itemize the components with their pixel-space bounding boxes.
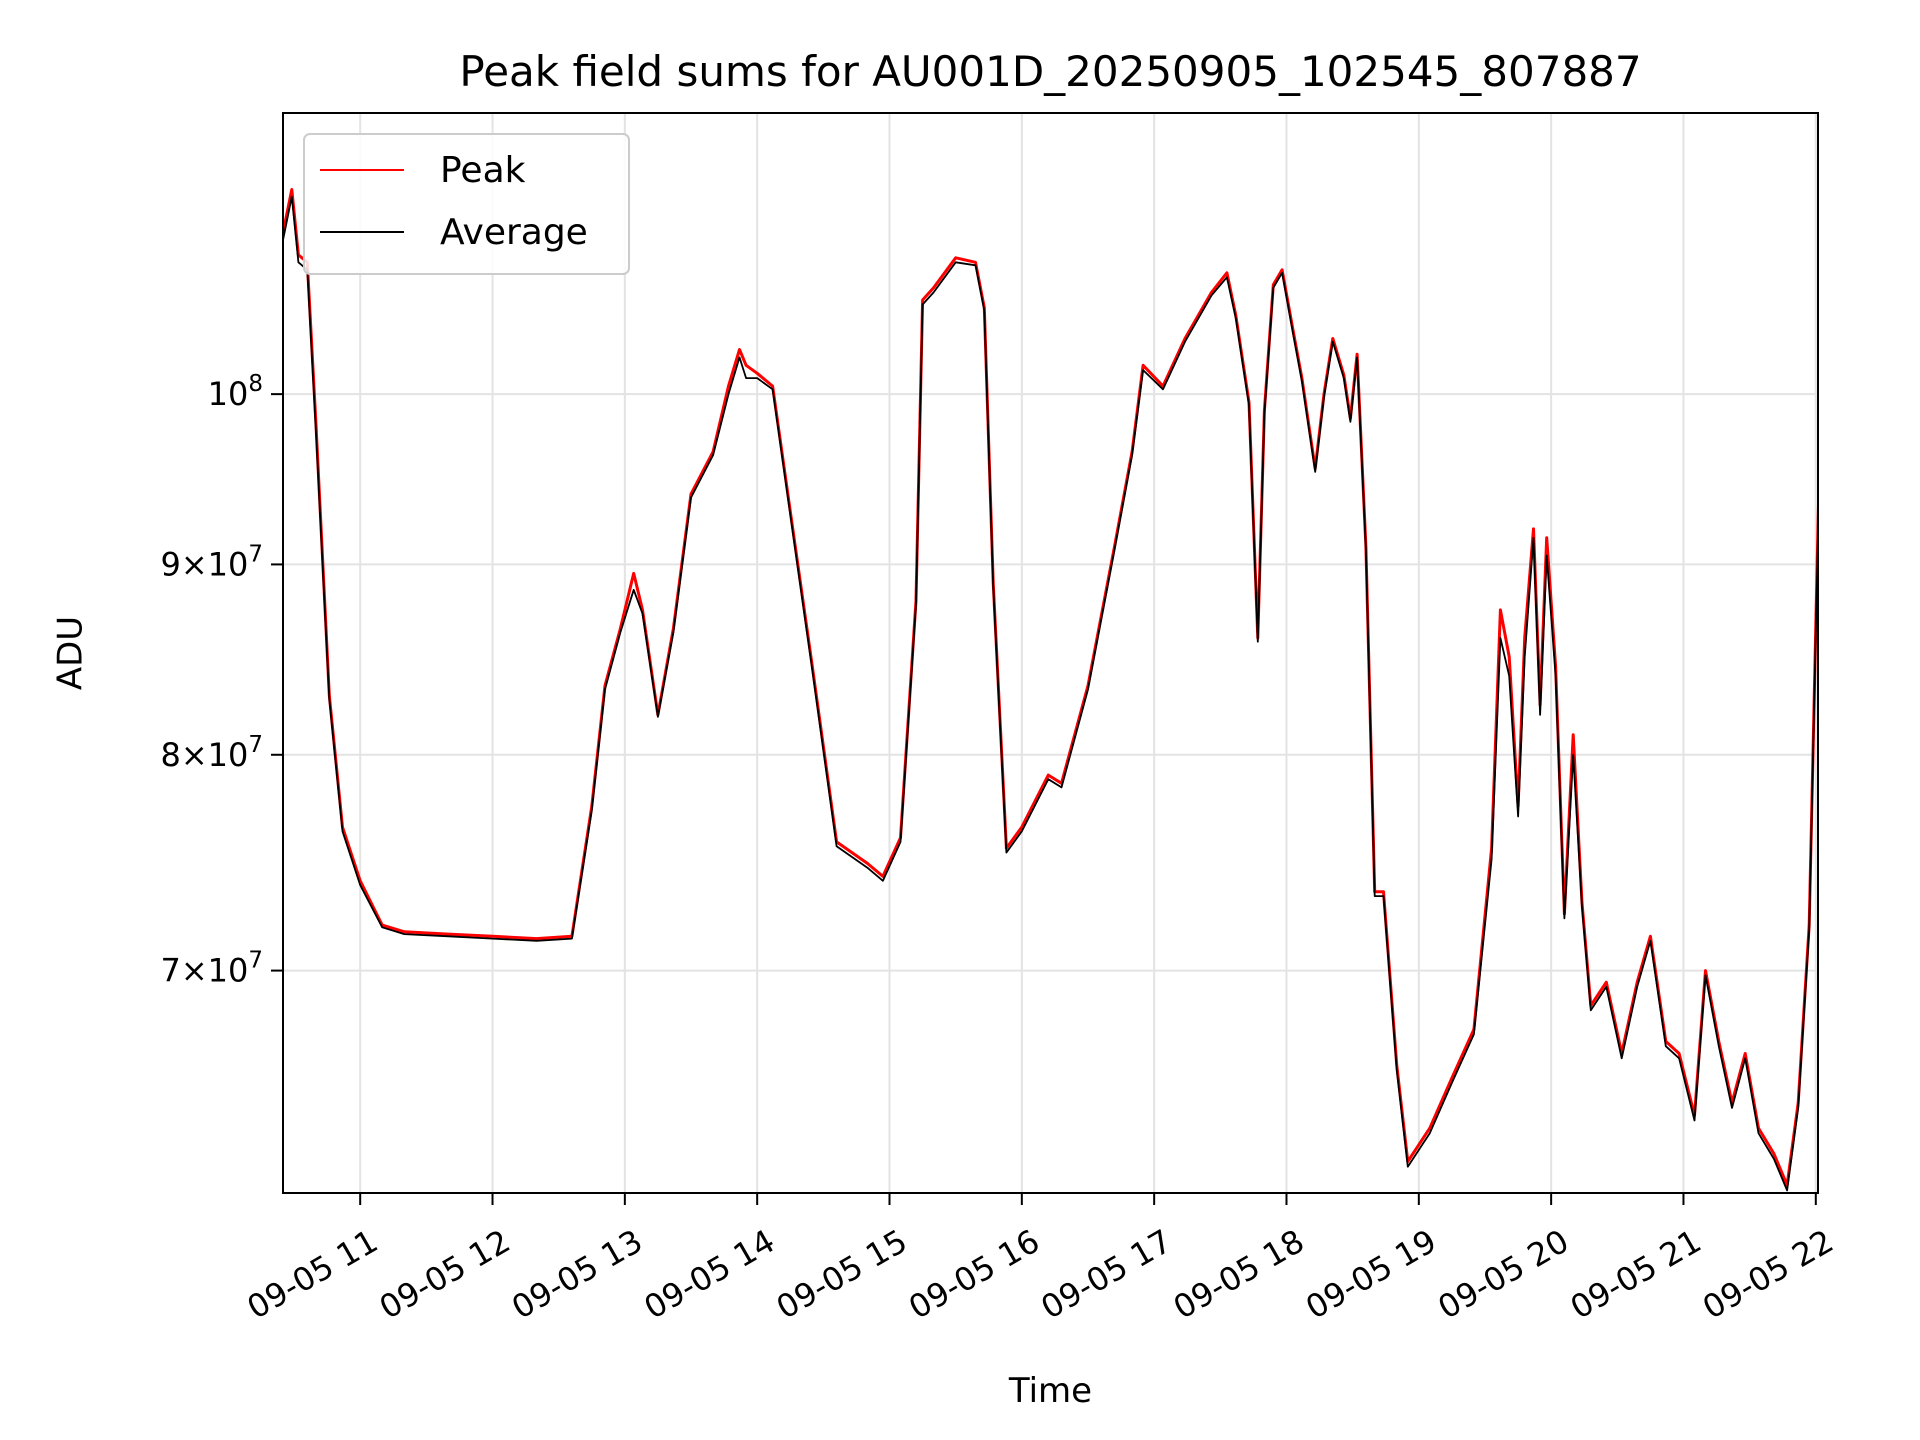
y-tick-label: 108 (208, 371, 263, 413)
y-tick-base: 7×10 (160, 952, 248, 990)
plot-frame (282, 112, 1819, 1194)
y-tick-base: 10 (208, 375, 249, 413)
y-tick-exponent: 7 (248, 541, 263, 567)
y-axis-label: ADU (51, 616, 91, 690)
y-tick-label: 9×107 (160, 541, 263, 583)
legend-label: Average (440, 212, 588, 253)
chart-title: Peak field sums for AU001D_20250905_1025… (459, 47, 1641, 96)
y-tick-label: 8×107 (160, 732, 263, 774)
x-axis-label: Time (1008, 1371, 1092, 1411)
series-line-average (283, 195, 1818, 1192)
y-tick-label: 7×107 (160, 948, 263, 990)
y-tick-exponent: 8 (248, 371, 263, 397)
series-layer (283, 188, 1818, 1192)
legend-label: Peak (440, 150, 526, 191)
y-tick-base: 9×10 (160, 545, 248, 583)
y-tick-exponent: 7 (248, 948, 263, 974)
y-tick-base: 8×10 (160, 736, 248, 774)
y-tick-exponent: 7 (248, 732, 263, 758)
legend: Peak Average (303, 133, 630, 275)
